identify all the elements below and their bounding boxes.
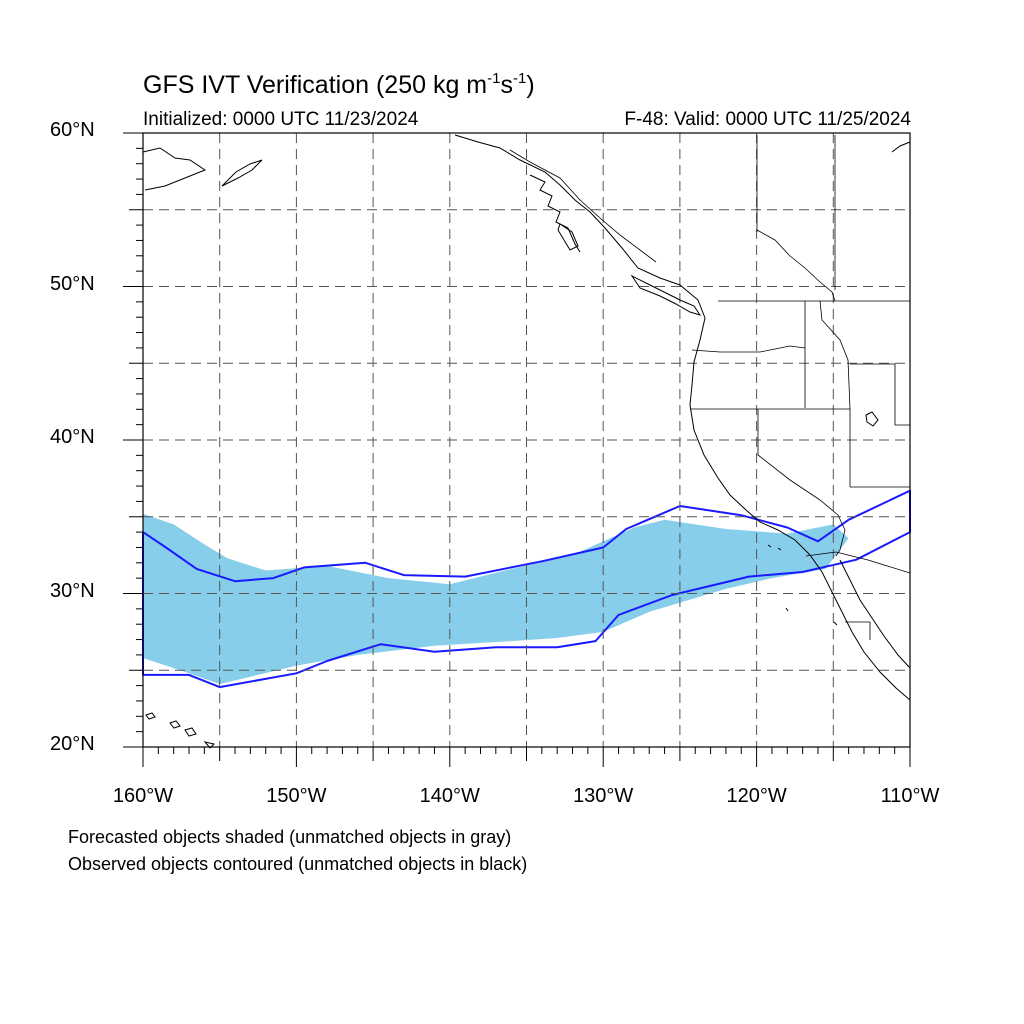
coastline-haida-gwaii	[557, 223, 579, 251]
lon-label: 150°W	[266, 785, 327, 807]
figure-title: GFS IVT Verification (250 kg m-1s-1)	[143, 70, 535, 99]
border-us-mexico	[805, 551, 911, 574]
coastline-offshore-islands	[767, 544, 838, 626]
graticule	[143, 133, 910, 747]
lon-label: 120°W	[726, 785, 787, 807]
map-frame	[123, 132, 911, 767]
footnote-forecast: Forecasted objects shaded (unmatched obj…	[68, 827, 512, 847]
coastline-hawaii	[145, 712, 215, 749]
lon-label: 130°W	[573, 785, 634, 807]
border-ca-nv	[757, 409, 839, 516]
border-id-mt	[819, 300, 851, 410]
border-baja	[845, 621, 871, 640]
coastline-west-coast	[454, 134, 911, 701]
coastline-islands-ak	[529, 174, 581, 253]
lat-label: 60°N	[50, 119, 95, 141]
coastline-ne-corner	[891, 141, 911, 153]
border-wa-or	[691, 345, 806, 353]
lat-label: 40°N	[50, 426, 95, 448]
init-time-label: Initialized: 0000 UTC 11/23/2024	[143, 109, 419, 130]
coastline-alaska-islands	[221, 159, 263, 187]
lon-label: 160°W	[112, 785, 174, 807]
lon-label: 110°W	[880, 785, 940, 807]
forecast-objects	[143, 513, 849, 685]
forecast-ivt-object	[143, 513, 849, 685]
coastline-alaska-peninsula	[142, 147, 207, 191]
coastline-vancouver-island	[630, 274, 702, 316]
lake-great-salt	[865, 411, 879, 427]
lon-label: 140°W	[419, 785, 480, 807]
border-bc-ab	[756, 135, 836, 302]
lat-label: 20°N	[50, 733, 95, 755]
border-mt-wy	[850, 363, 910, 426]
footnote-observed: Observed objects contoured (unmatched ob…	[68, 854, 528, 874]
valid-time-label: F-48: Valid: 0000 UTC 11/25/2024	[624, 109, 911, 130]
lat-label: 50°N	[50, 272, 95, 295]
lat-label: 30°N	[50, 579, 95, 602]
coastlines	[142, 134, 911, 749]
political-borders	[509, 135, 911, 640]
border-ak-bc	[509, 149, 657, 263]
coastline-baja	[839, 559, 911, 669]
border-az-ca	[835, 514, 846, 557]
